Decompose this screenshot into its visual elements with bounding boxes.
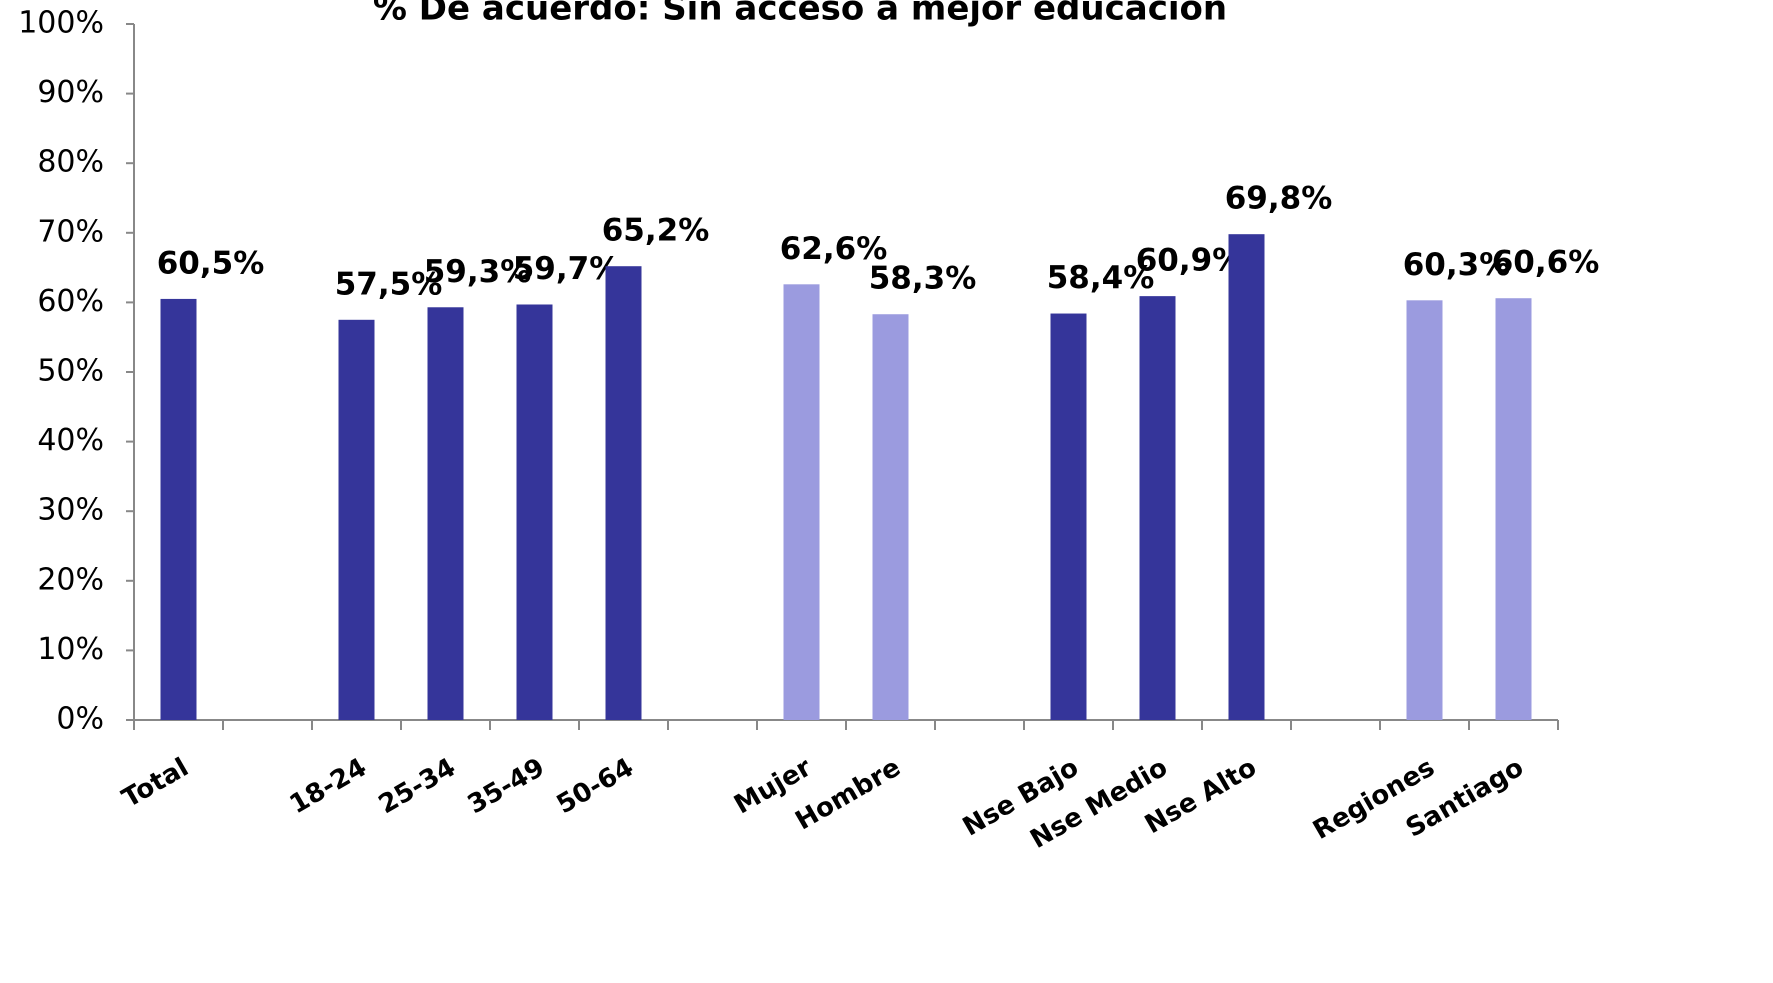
- value-label: 59,3%: [424, 254, 532, 290]
- x-tick-label: 25-34: [374, 753, 461, 821]
- value-label: 57,5%: [335, 266, 443, 302]
- bar: [160, 298, 197, 720]
- bar: [516, 304, 553, 720]
- bar: [338, 319, 375, 720]
- y-tick-label: 80%: [37, 145, 104, 180]
- x-tick-label: 50-64: [552, 753, 639, 821]
- value-label: 62,6%: [780, 231, 888, 267]
- value-label: 58,4%: [1047, 260, 1155, 296]
- value-label: 60,6%: [1492, 245, 1600, 281]
- y-tick-label: 70%: [37, 214, 104, 249]
- chart-title: % De acuerdo: Sin acceso a mejor educaci…: [373, 0, 1227, 29]
- value-label: 59,7%: [513, 251, 621, 287]
- y-tick-label: 50%: [37, 354, 104, 389]
- y-tick-label: 100%: [18, 6, 104, 41]
- y-tick-label: 60%: [37, 284, 104, 319]
- bar: [1406, 300, 1443, 720]
- bar: [1495, 298, 1532, 720]
- value-label: 69,8%: [1225, 181, 1333, 217]
- y-tick-label: 30%: [37, 493, 104, 528]
- value-label: 58,3%: [869, 261, 977, 297]
- bar: [1228, 234, 1265, 720]
- bar: [1050, 313, 1087, 720]
- bar: [783, 284, 820, 720]
- x-tick-label: Total: [117, 753, 194, 814]
- value-label: 60,5%: [157, 245, 265, 281]
- y-tick-label: 10%: [37, 632, 104, 667]
- value-label: 60,3%: [1403, 247, 1511, 283]
- value-label: 65,2%: [602, 213, 710, 249]
- value-label: 60,9%: [1136, 243, 1244, 279]
- bar: [427, 307, 464, 720]
- y-tick-label: 40%: [37, 423, 104, 458]
- bar: [1139, 296, 1176, 720]
- x-tick-label: 18-24: [285, 753, 372, 821]
- y-tick-label: 90%: [37, 75, 104, 110]
- bar: [872, 314, 909, 720]
- bar: [605, 266, 642, 720]
- y-tick-label: 0%: [56, 702, 104, 737]
- y-tick-label: 20%: [37, 562, 104, 597]
- x-tick-label: 35-49: [463, 753, 550, 821]
